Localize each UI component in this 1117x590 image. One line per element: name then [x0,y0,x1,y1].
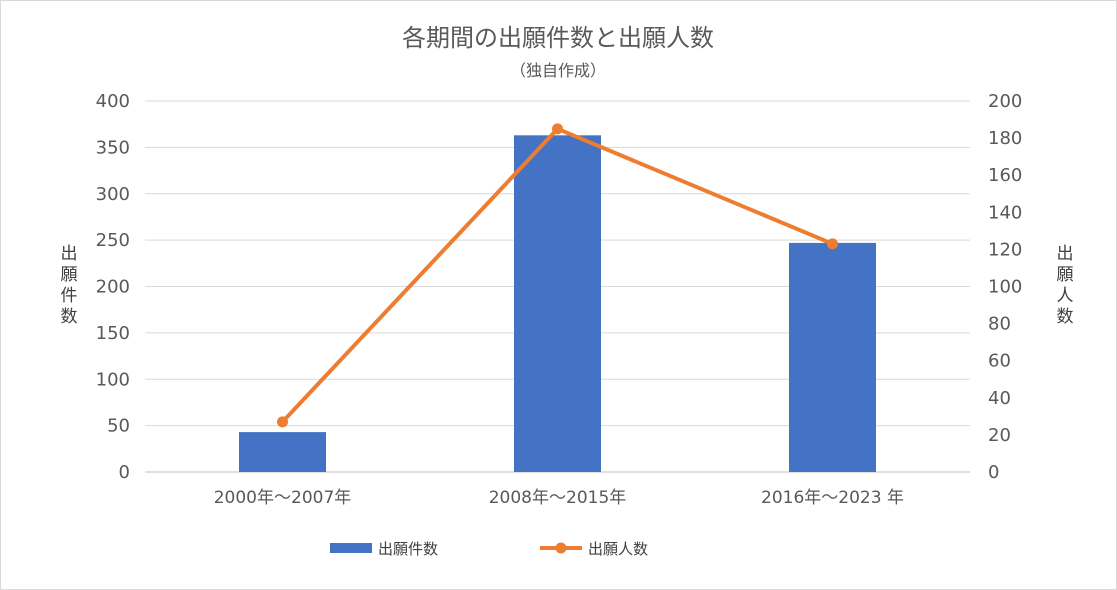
right-tick-label: 60 [988,351,1011,372]
legend-label-line: 出願人数 [588,540,648,558]
line-point [277,416,288,428]
right-tick-label: 120 [988,239,1022,260]
right-tick-label: 140 [988,202,1022,223]
axis-label-char: 人 [1057,286,1074,306]
left-tick-label: 300 [96,184,130,205]
right-tick-label: 200 [988,91,1022,112]
chart-title: 各期間の出願件数と出願人数 [402,24,714,52]
left-axis-label: 出願件数 [61,244,78,327]
legend-label-bar: 出願件数 [378,540,438,558]
legend-swatch-marker [555,542,567,554]
axis-label-char: 出 [1057,244,1074,264]
right-tick-label: 160 [988,165,1022,186]
axis-label-char: 件 [61,286,78,306]
axis-label-char: 願 [61,265,78,285]
category-label: 2008年～2015年 [489,488,627,508]
category-labels: 2000年～2007年 2008年～2015年 2016年～2023 年 [214,488,904,508]
axis-label-char: 出 [61,244,78,264]
left-tick-label: 200 [96,277,130,298]
chart-subtitle: （独自作成） [510,61,606,80]
line-point [552,123,563,135]
category-label: 2000年～2007年 [214,488,352,508]
bar [514,135,601,472]
right-tick-label: 40 [988,388,1011,409]
line-point [827,238,838,250]
axis-label-char: 願 [1057,265,1074,285]
right-tick-label: 180 [988,128,1022,149]
bar-series [239,135,876,472]
left-axis-ticks: 0 50 100 150 200 250 300 350 400 [96,91,130,483]
right-axis-ticks: 0 20 40 60 80 100 120 140 160 180 200 [988,91,1022,483]
right-tick-label: 0 [988,462,999,483]
left-tick-label: 100 [96,369,130,390]
left-tick-label: 50 [107,416,130,437]
left-tick-label: 150 [96,323,130,344]
axis-label-char: 数 [61,307,78,327]
left-tick-label: 400 [96,91,130,112]
line-series [277,123,838,428]
left-tick-label: 350 [96,137,130,158]
left-tick-label: 0 [119,462,130,483]
left-tick-label: 250 [96,230,130,251]
right-tick-label: 20 [988,425,1011,446]
legend-swatch-bar [330,543,372,553]
right-tick-label: 100 [988,277,1022,298]
right-tick-label: 80 [988,314,1011,335]
legend: 出願件数 出願人数 [330,540,648,558]
category-label: 2016年～2023 年 [761,488,904,508]
axis-label-char: 数 [1057,307,1074,327]
bar [789,242,876,472]
right-axis-label: 出願人数 [1057,244,1074,327]
bar [239,432,326,472]
